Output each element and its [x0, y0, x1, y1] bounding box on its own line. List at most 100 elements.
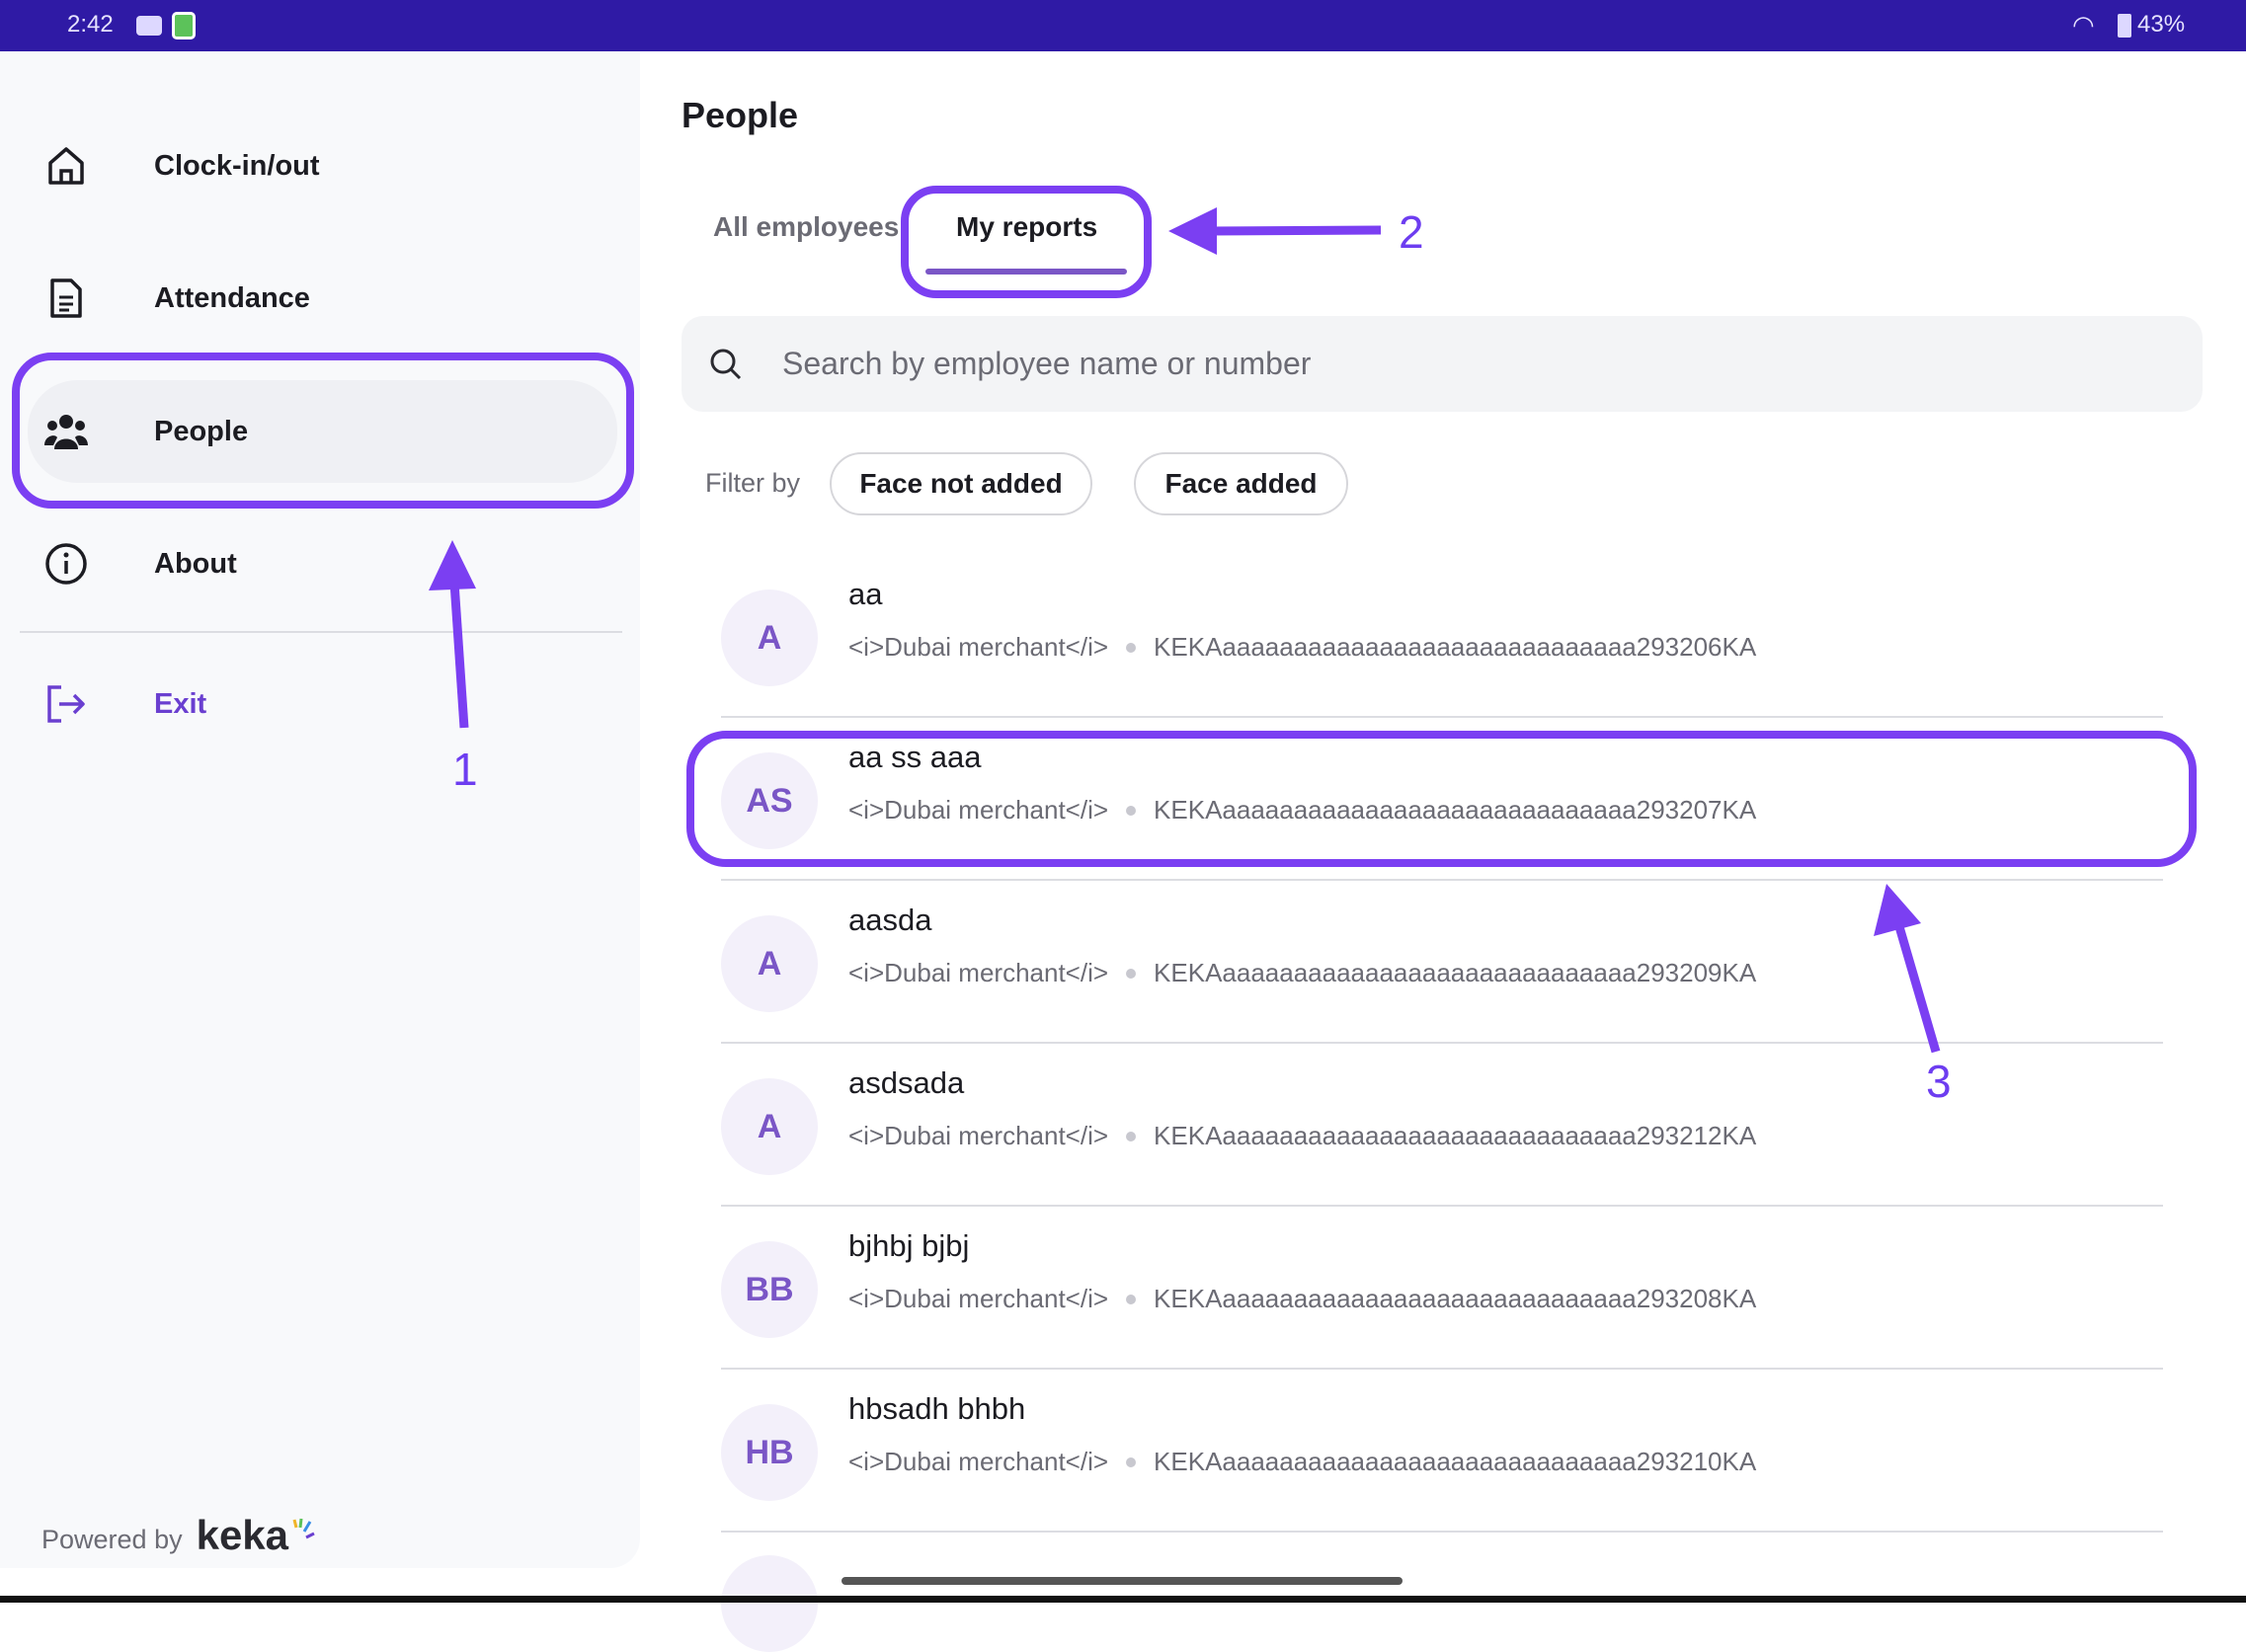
tab-all-employees[interactable]: All employees [713, 211, 900, 242]
employee-details: <i>Dubai merchant</i> KEKAaaaaaaaaaaaaaaa… [848, 632, 1756, 663]
employee-details: <i>Dubai merchant</i> KEKAaaaaaaaaaaaaaaa… [848, 1284, 1756, 1314]
employee-name: aa [848, 577, 883, 611]
home-icon [41, 145, 91, 187]
powered-by-text: Powered by [41, 1525, 183, 1554]
employee-designation: <i>Dubai merchant</i> [848, 795, 1109, 825]
battery-icon [2118, 14, 2131, 38]
status-bar: 2:42 ◠ 43% [0, 0, 2246, 51]
employee-number: KEKAaaaaaaaaaaaaaaaaaaaaaaaaaaaaa293206K… [1154, 632, 1757, 662]
avatar: A [721, 590, 818, 686]
employee-details: <i>Dubai merchant</i> KEKAaaaaaaaaaaaaaaa… [848, 795, 1756, 826]
annotation-label-2: 2 [1399, 206, 1424, 258]
sidebar-item-label: About [154, 547, 237, 580]
annotation-label-3: 3 [1926, 1056, 1952, 1107]
filter-chip-face-not-added[interactable]: Face not added [830, 452, 1092, 515]
page-title: People [682, 95, 799, 135]
employee-row[interactable]: A aa <i>Dubai merchant</i> KEKAaaaaaaaaaa… [682, 555, 2163, 718]
employee-number: KEKAaaaaaaaaaaaaaaaaaaaaaaaaaaaaa293207K… [1154, 795, 1757, 825]
search-icon [710, 349, 742, 380]
employee-row[interactable]: A asdsada <i>Dubai merchant</i> KEKAaaaaa… [682, 1044, 2163, 1207]
separator-dot [1126, 1131, 1137, 1141]
employee-name: bjhbj bjbj [848, 1228, 970, 1263]
employee-details: <i>Dubai merchant</i> KEKAaaaaaaaaaaaaaaa… [848, 1447, 1756, 1477]
active-tab-indicator [925, 269, 1127, 275]
row-divider [721, 1042, 2163, 1044]
bottom-edge [0, 1596, 2246, 1603]
sidebar-item-about[interactable]: About [28, 512, 617, 615]
annotation-arrow-1 [449, 582, 469, 729]
employee-number: KEKAaaaaaaaaaaaaaaaaaaaaaaaaaaaaa293209K… [1154, 958, 1757, 987]
employee-designation: <i>Dubai merchant</i> [848, 632, 1109, 662]
avatar: A [721, 915, 818, 1012]
annotation-arrow-2 [1209, 225, 1382, 236]
separator-dot [1126, 642, 1137, 653]
employee-designation: <i>Dubai merchant</i> [848, 1121, 1109, 1150]
employee-row[interactable]: HB hbsadh bhbh <i>Dubai merchant</i> KEKA… [682, 1370, 2163, 1533]
youtube-icon [136, 16, 162, 36]
sidebar-divider [20, 631, 622, 633]
row-divider [721, 1205, 2163, 1207]
employee-name: aasda [848, 903, 932, 937]
annotation-box-my-reports [901, 186, 1152, 298]
search-placeholder: Search by employee name or number [782, 346, 1312, 381]
employee-name: aa ss aaa [848, 740, 982, 774]
avatar: BB [721, 1241, 818, 1338]
keka-logo-sparks [292, 1518, 315, 1539]
status-time: 2:42 [67, 11, 114, 38]
avatar: A [721, 1078, 818, 1175]
annotation-arrow-3 [1893, 921, 1941, 1054]
separator-dot [1126, 1456, 1137, 1467]
employee-row[interactable]: AS aa ss aaa <i>Dubai merchant</i> KEKAaa… [682, 718, 2163, 881]
exit-label: Exit [154, 687, 207, 720]
annotation-label-1: 1 [452, 744, 478, 795]
employee-number: KEKAaaaaaaaaaaaaaaaaaaaaaaaaaaaaa293210K… [1154, 1447, 1757, 1476]
annotation-arrowhead-3 [1874, 884, 1921, 936]
annotation-arrowhead-1 [429, 540, 476, 590]
employee-row[interactable]: BB bjhbj bjbj <i>Dubai merchant</i> KEKAa… [682, 1207, 2163, 1370]
employee-details: <i>Dubai merchant</i> KEKAaaaaaaaaaaaaaaa… [848, 958, 1756, 988]
sidebar-item-exit[interactable]: Exit [28, 653, 617, 755]
sidebar-item-label: People [154, 415, 249, 447]
search-input[interactable]: Search by employee name or number [682, 316, 2203, 412]
employee-name: hbsadh bhbh [848, 1391, 1026, 1426]
keka-logo: keka [196, 1512, 289, 1558]
filter-label: Filter by [705, 468, 801, 498]
info-icon [41, 542, 91, 586]
separator-dot [1126, 968, 1137, 979]
employee-row[interactable]: A aasda <i>Dubai merchant</i> KEKAaaaaaaa… [682, 881, 2163, 1044]
annotation-arrows [429, 207, 1941, 1054]
separator-dot [1126, 1294, 1137, 1304]
powered-by: Powered by keka [41, 1512, 318, 1558]
employee-number: KEKAaaaaaaaaaaaaaaaaaaaaaaaaaaaaa293212K… [1154, 1121, 1757, 1150]
shield-icon [172, 12, 196, 39]
annotation-box-people [12, 353, 634, 509]
sidebar-item-label: Clock-in/out [154, 149, 320, 182]
row-divider [721, 1368, 2163, 1370]
exit-icon [41, 684, 91, 724]
employee-designation: <i>Dubai merchant</i> [848, 1447, 1109, 1476]
battery-level: 43% [2137, 11, 2186, 38]
filter-chip-face-added[interactable]: Face added [1134, 452, 1348, 515]
employee-name: asdsada [848, 1065, 965, 1100]
employee-designation: <i>Dubai merchant</i> [848, 958, 1109, 987]
wifi-icon: ◠ [2072, 10, 2095, 39]
tab-my-reports[interactable]: My reports [956, 211, 1098, 242]
people-icon [41, 412, 91, 451]
document-icon [41, 277, 91, 319]
employee-number: KEKAaaaaaaaaaaaaaaaaaaaaaaaaaaaaa293208K… [1154, 1284, 1757, 1313]
sidebar: Clock-in/out Attendance People About Exi… [0, 51, 640, 1568]
annotation-arrowhead-2 [1168, 207, 1217, 255]
sidebar-item-label: Attendance [154, 281, 310, 314]
avatar: HB [721, 1404, 818, 1501]
row-divider [721, 1531, 2163, 1533]
employee-details: <i>Dubai merchant</i> KEKAaaaaaaaaaaaaaaa… [848, 1121, 1756, 1151]
sidebar-item-people[interactable]: People [28, 380, 617, 483]
sidebar-item-attendance[interactable]: Attendance [28, 247, 617, 350]
employee-designation: <i>Dubai merchant</i> [848, 1284, 1109, 1313]
avatar: AS [721, 752, 818, 849]
row-divider [721, 879, 2163, 881]
annotation-box-row [686, 731, 2197, 867]
sidebar-item-clock-in-out[interactable]: Clock-in/out [28, 115, 617, 217]
row-divider [721, 716, 2163, 718]
home-indicator[interactable] [842, 1577, 1403, 1585]
